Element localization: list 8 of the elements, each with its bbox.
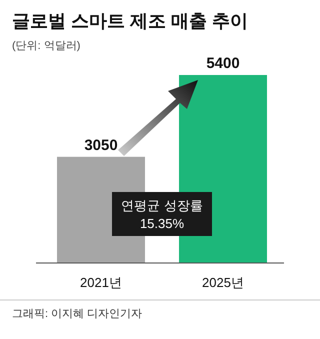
chart-subtitle: (단위: 억달러) xyxy=(12,40,80,52)
annotation: 연평균 성장률 15.35% xyxy=(121,198,203,231)
data-label: 5400 xyxy=(206,55,240,72)
x-tick-label: 2025년 xyxy=(202,275,244,290)
text: 그래픽: 이지혜 디자인기자 xyxy=(12,308,142,320)
chart-title: 글로벌 스마트 제조 매출 추이 xyxy=(12,11,248,31)
data-label: 3050 xyxy=(84,136,118,154)
x-tick-label: 2021년 xyxy=(80,275,122,290)
